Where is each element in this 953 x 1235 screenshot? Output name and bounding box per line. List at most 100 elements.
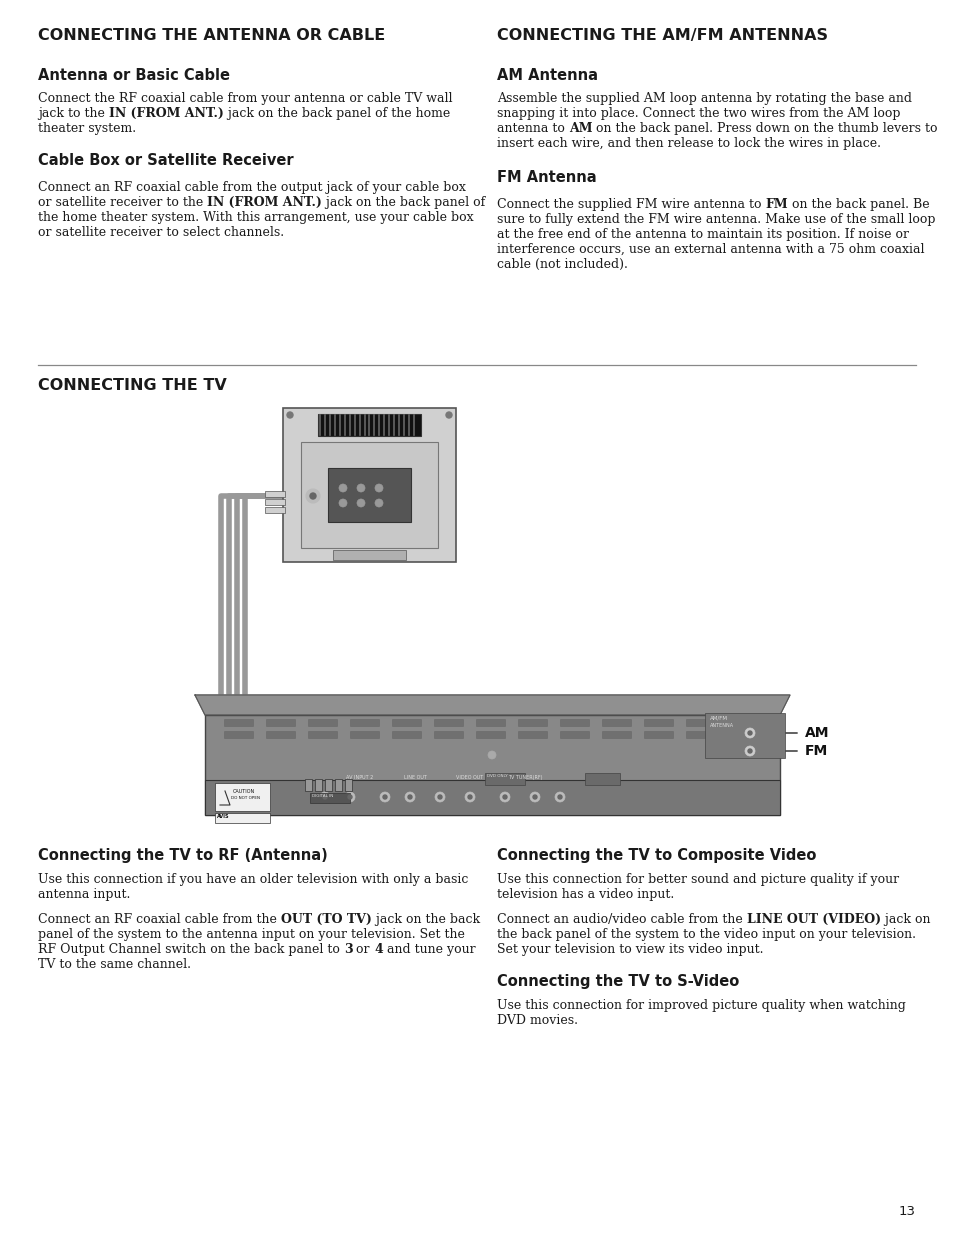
Text: Antenna or Basic Cable: Antenna or Basic Cable (38, 68, 230, 83)
Polygon shape (194, 695, 789, 715)
Bar (584, 773, 619, 785)
FancyBboxPatch shape (643, 719, 673, 727)
FancyBboxPatch shape (308, 719, 337, 727)
Circle shape (338, 484, 347, 492)
Bar (314, 779, 322, 790)
Text: jack on the back panel of: jack on the back panel of (322, 196, 485, 209)
Bar (484, 773, 524, 785)
Bar (265, 499, 285, 505)
FancyBboxPatch shape (685, 719, 716, 727)
Circle shape (446, 412, 452, 417)
Circle shape (435, 792, 444, 802)
Text: on the back panel. Be: on the back panel. Be (787, 198, 929, 211)
Text: CONNECTING THE ANTENNA OR CABLE: CONNECTING THE ANTENNA OR CABLE (38, 28, 385, 43)
Text: AM: AM (568, 122, 592, 135)
Bar (328, 468, 411, 522)
Text: AM/FM: AM/FM (709, 715, 727, 720)
Text: snapping it into place. Connect the two wires from the AM loop: snapping it into place. Connect the two … (497, 107, 900, 120)
FancyBboxPatch shape (392, 731, 421, 739)
Text: jack to the: jack to the (38, 107, 109, 120)
Text: Connect the supplied FM wire antenna to: Connect the supplied FM wire antenna to (497, 198, 764, 211)
FancyBboxPatch shape (601, 719, 631, 727)
Text: interference occurs, use an external antenna with a 75 ohm coaxial: interference occurs, use an external ant… (497, 243, 923, 256)
Text: OUT (TO TV): OUT (TO TV) (280, 913, 372, 926)
Text: sure to fully extend the FM wire antenna. Make use of the small loop: sure to fully extend the FM wire antenna… (497, 212, 935, 226)
Text: LINE OUT: LINE OUT (403, 776, 426, 781)
Circle shape (499, 792, 510, 802)
Bar (205, 715, 780, 815)
Text: AV INPUT 2: AV INPUT 2 (346, 776, 374, 781)
Text: jack on the back: jack on the back (372, 913, 479, 926)
Circle shape (375, 499, 382, 508)
Text: Assemble the supplied AM loop antenna by rotating the base and: Assemble the supplied AM loop antenna by… (497, 91, 911, 105)
Text: TV TUNER(RF): TV TUNER(RF) (507, 776, 541, 781)
FancyBboxPatch shape (517, 719, 547, 727)
Circle shape (310, 493, 315, 499)
Circle shape (356, 484, 365, 492)
Text: CONNECTING THE TV: CONNECTING THE TV (38, 378, 227, 393)
Text: Cable Box or Satellite Receiver: Cable Box or Satellite Receiver (38, 153, 294, 168)
Circle shape (323, 795, 327, 799)
Text: television has a video input.: television has a video input. (497, 888, 674, 902)
Text: FM: FM (764, 198, 787, 211)
Text: Connect an RF coaxial cable from the: Connect an RF coaxial cable from the (38, 913, 280, 926)
Text: 3: 3 (343, 944, 352, 956)
Circle shape (375, 484, 382, 492)
FancyBboxPatch shape (224, 731, 253, 739)
Text: CAUTION: CAUTION (233, 789, 255, 794)
Circle shape (558, 795, 561, 799)
FancyBboxPatch shape (559, 731, 589, 739)
Text: Use this connection for better sound and picture quality if your: Use this connection for better sound and… (497, 873, 898, 885)
Text: or satellite receiver to the: or satellite receiver to the (38, 196, 207, 209)
Text: or satellite receiver to select channels.: or satellite receiver to select channels… (38, 226, 284, 240)
Text: cable (not included).: cable (not included). (497, 258, 627, 270)
Text: AM Antenna: AM Antenna (497, 68, 598, 83)
FancyBboxPatch shape (266, 731, 295, 739)
Text: Connect the RF coaxial cable from your antenna or cable TV wall: Connect the RF coaxial cable from your a… (38, 91, 452, 105)
Circle shape (488, 751, 496, 760)
Circle shape (408, 795, 412, 799)
Bar (310, 793, 350, 803)
Circle shape (338, 499, 347, 508)
Text: LINE OUT (VIDEO): LINE OUT (VIDEO) (746, 913, 880, 926)
FancyBboxPatch shape (266, 719, 295, 727)
Text: Connect an RF coaxial cable from the output jack of your cable box: Connect an RF coaxial cable from the out… (38, 182, 465, 194)
FancyBboxPatch shape (434, 719, 463, 727)
Circle shape (744, 746, 754, 756)
Circle shape (356, 499, 365, 508)
FancyBboxPatch shape (476, 731, 505, 739)
Circle shape (345, 792, 355, 802)
Text: at the free end of the antenna to maintain its position. If noise or: at the free end of the antenna to mainta… (497, 228, 908, 241)
Text: theater system.: theater system. (38, 122, 136, 135)
Circle shape (533, 795, 537, 799)
Text: or: or (352, 944, 374, 956)
Text: panel of the system to the antenna input on your television. Set the: panel of the system to the antenna input… (38, 927, 464, 941)
FancyBboxPatch shape (643, 731, 673, 739)
Bar (325, 779, 332, 790)
Circle shape (502, 795, 506, 799)
Bar (205, 781, 780, 815)
FancyBboxPatch shape (283, 408, 456, 562)
Text: Connecting the TV to S-Video: Connecting the TV to S-Video (497, 974, 739, 989)
Circle shape (306, 489, 319, 503)
FancyBboxPatch shape (308, 731, 337, 739)
FancyBboxPatch shape (517, 731, 547, 739)
Circle shape (744, 727, 754, 739)
Text: TV to the same channel.: TV to the same channel. (38, 958, 191, 971)
Text: Use this connection for improved picture quality when watching: Use this connection for improved picture… (497, 999, 905, 1011)
Text: VIDEO OUT: VIDEO OUT (456, 776, 483, 781)
Text: DVD movies.: DVD movies. (497, 1014, 578, 1028)
Text: CONNECTING THE AM/FM ANTENNAS: CONNECTING THE AM/FM ANTENNAS (497, 28, 827, 43)
FancyBboxPatch shape (350, 719, 379, 727)
Text: insert each wire, and then release to lock the wires in place.: insert each wire, and then release to lo… (497, 137, 880, 149)
Circle shape (348, 795, 352, 799)
Bar (345, 779, 352, 790)
Circle shape (379, 792, 390, 802)
Bar (214, 783, 270, 811)
Text: 4: 4 (374, 944, 382, 956)
Text: AM: AM (804, 726, 828, 740)
Text: jack on the back panel of the home: jack on the back panel of the home (224, 107, 450, 120)
Bar (305, 779, 312, 790)
Circle shape (468, 795, 472, 799)
Circle shape (405, 792, 415, 802)
